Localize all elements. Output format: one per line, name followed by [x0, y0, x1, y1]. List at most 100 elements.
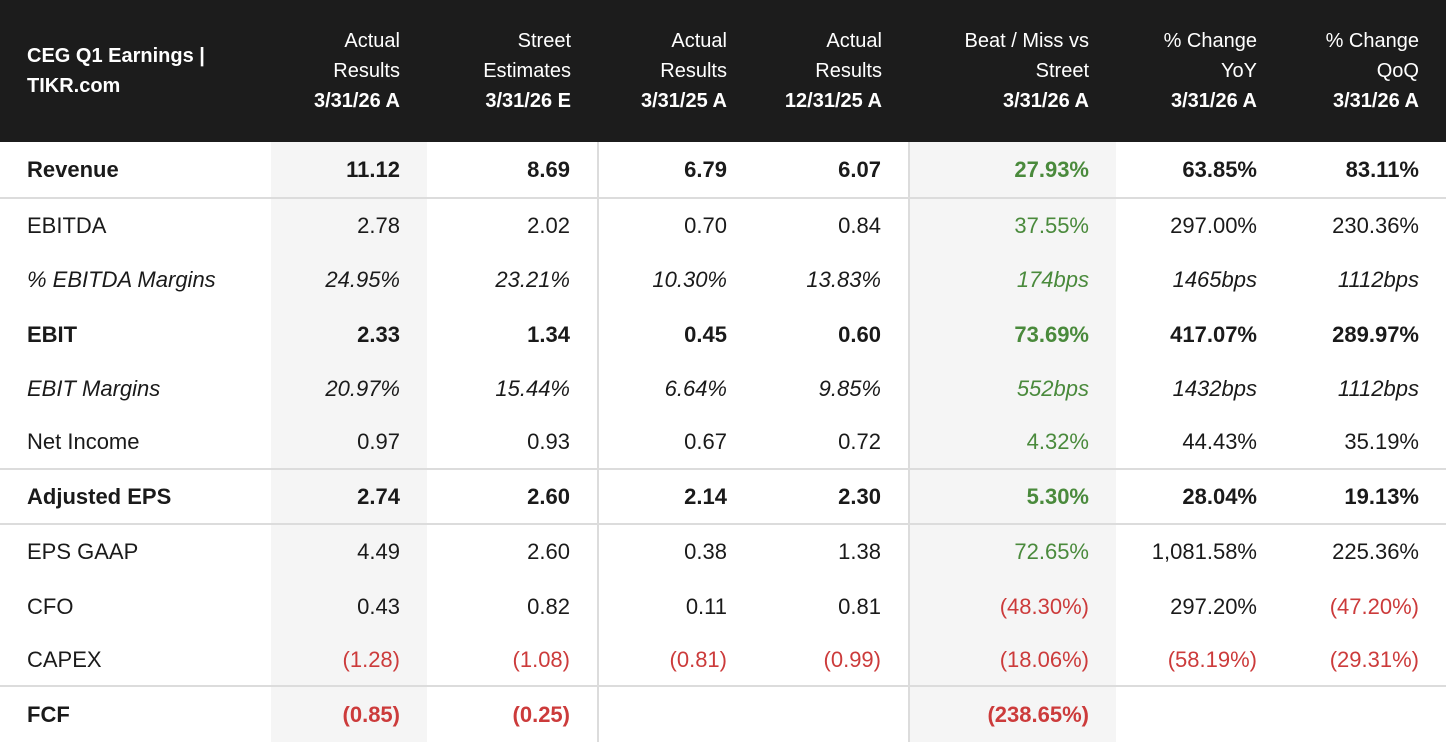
row-label: CFO: [27, 593, 74, 619]
cell-value: 37.55%: [908, 197, 1116, 253]
cell-value: 6.64%: [597, 362, 754, 416]
header-row: CEG Q1 Earnings | TIKR.com Actual Result…: [0, 0, 1446, 142]
cell-value: [1116, 685, 1284, 742]
cell-value: 1.34: [527, 321, 570, 347]
cell-value: 5.30%: [908, 468, 1116, 524]
cell-value: 2.60: [427, 468, 598, 524]
cell-value: 0.72: [838, 429, 881, 454]
cell-value: 10.30%: [597, 253, 754, 307]
cell-value: 83.11%: [1345, 156, 1419, 182]
cell-value: 1432bps: [1172, 376, 1257, 401]
col-header-date: 3/31/26 A: [1333, 90, 1419, 112]
cell-value: 72.65%: [908, 523, 1116, 579]
col-header-line: Actual: [671, 30, 727, 52]
col-header-date: 3/31/26 E: [485, 90, 571, 112]
col-header-line: Beat / Miss vs: [964, 30, 1089, 52]
cell-value: 23.21%: [495, 267, 570, 292]
col-header-change-qoq: % Change QoQ 3/31/26 A: [1284, 0, 1446, 142]
col-header-date: 3/31/26 A: [1171, 90, 1257, 112]
cell-value: (47.20%): [1329, 593, 1419, 619]
cell-value: 9.85%: [818, 376, 881, 401]
cell-value: (29.31%): [1329, 646, 1419, 672]
cell-value: (0.25): [427, 685, 598, 742]
col-header-beat-miss: Beat / Miss vs Street 3/31/26 A: [909, 0, 1116, 142]
col-header-line: Estimates: [483, 60, 571, 82]
cell-value: 19.13%: [1284, 468, 1446, 524]
cell-value: (18.06%): [908, 634, 1116, 686]
cell-value: 27.93%: [908, 142, 1116, 198]
cell-value: 4.49: [271, 523, 427, 579]
col-header-street-estimates: Street Estimates 3/31/26 E: [427, 0, 598, 142]
cell-value: 44.43%: [1182, 429, 1257, 454]
cell-value: [754, 685, 909, 742]
cell-value: 6.79: [597, 142, 754, 198]
cell-value: [1284, 685, 1446, 742]
cell-value: 2.74: [271, 468, 427, 524]
col-header-date: 3/31/26 A: [1003, 90, 1089, 112]
row-label: % EBITDA Margins: [27, 267, 216, 292]
cell-value: 35.19%: [1344, 429, 1419, 454]
table-row: EBIT Margins 20.97% 15.44% 6.64% 9.85% 552bps…: [0, 362, 1446, 416]
row-label: EBIT Margins: [27, 376, 161, 401]
cell-value: (0.81): [597, 634, 754, 686]
row-label: FCF: [0, 685, 271, 742]
col-header-line: Street: [517, 30, 571, 52]
row-label: CAPEX: [27, 646, 102, 672]
col-header-line: % Change: [1325, 30, 1419, 52]
cell-value: 2.78: [271, 197, 427, 253]
cell-value: 2.60: [427, 523, 598, 579]
row-label: Net Income: [27, 429, 140, 454]
cell-value: 0.67: [597, 416, 754, 469]
col-header-line: Street: [1035, 60, 1089, 82]
table-row: % EBITDA Margins 24.95% 23.21% 10.30% 13.83%…: [0, 253, 1446, 307]
cell-value: (1.08): [512, 646, 570, 672]
table-row: Net Income 0.97 0.93 0.67 0.72 4.32% 44.43% 35.…: [0, 416, 1446, 469]
cell-value: 552bps: [908, 362, 1116, 416]
col-header-actual-q1-26: Actual Results 3/31/26 A: [271, 0, 427, 142]
cell-value: (58.19%): [1167, 646, 1257, 672]
cell-value: (238.65%): [908, 685, 1116, 742]
cell-value: (48.30%): [908, 579, 1116, 634]
cell-value: 15.44%: [495, 376, 570, 401]
cell-value: 63.85%: [1182, 156, 1257, 182]
cell-value: 2.33: [271, 307, 427, 362]
table-row: CFO 0.43 0.82 0.11 0.81 (48.30%) 297.20% (47.20…: [0, 579, 1446, 634]
row-label: EBITDA: [0, 197, 271, 253]
table-row: FCF (0.85) (0.25) (238.65%): [0, 685, 1446, 742]
cell-value: 0.38: [597, 523, 754, 579]
cell-value: 230.36%: [1284, 197, 1446, 253]
cell-value: (0.85): [271, 685, 427, 742]
cell-value: 8.69: [527, 156, 570, 182]
col-header-date: 3/31/25 A: [641, 90, 727, 112]
row-label: Adjusted EPS: [0, 468, 271, 524]
table-body: Revenue 11.12 8.69 6.79 6.07 27.93% 63.85% 83.1…: [0, 142, 1446, 742]
cell-value: 0.81: [838, 593, 881, 619]
cell-value: 73.69%: [908, 307, 1116, 362]
cell-value: 24.95%: [271, 253, 427, 307]
cell-value: 0.97: [271, 416, 427, 469]
cell-value: 28.04%: [1116, 468, 1284, 524]
table-title: CEG Q1 Earnings | TIKR.com: [27, 45, 205, 97]
table-row: CAPEX (1.28) (1.08) (0.81) (0.99) (18.06%) (58…: [0, 634, 1446, 686]
table-row: EBITDA 2.78 2.02 0.70 0.84 37.55% 297.00% 230.3…: [0, 197, 1446, 253]
col-header-line: Results: [660, 60, 727, 82]
cell-value: 1.38: [754, 523, 909, 579]
cell-value: 1465bps: [1172, 267, 1257, 292]
col-header-line: Actual: [344, 30, 400, 52]
cell-value: 2.30: [754, 468, 909, 524]
cell-value: 2.02: [427, 197, 598, 253]
cell-value: 6.07: [838, 156, 881, 182]
col-header-actual-q1-25: Actual Results 3/31/25 A: [598, 0, 754, 142]
cell-value: 417.07%: [1170, 321, 1257, 347]
col-header-line: QoQ: [1376, 60, 1419, 82]
cell-value: 0.43: [271, 579, 427, 634]
cell-value: [597, 685, 754, 742]
cell-value: 0.45: [597, 307, 754, 362]
cell-value: 20.97%: [271, 362, 427, 416]
cell-value: 0.70: [597, 197, 754, 253]
cell-value: 11.12: [271, 142, 427, 198]
cell-value: 1112bps: [1337, 376, 1419, 401]
col-header-line: Results: [815, 60, 882, 82]
cell-value: 4.32%: [908, 416, 1116, 469]
